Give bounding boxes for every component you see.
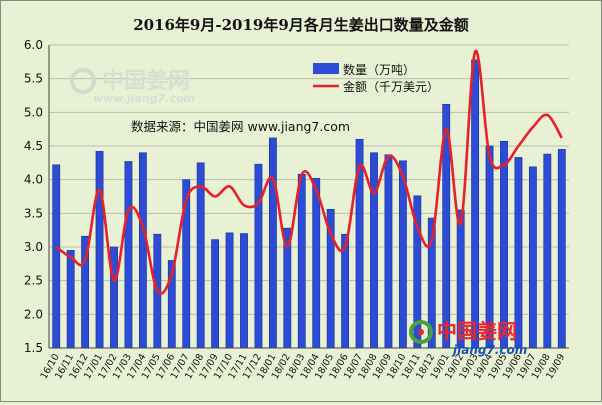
y-tick-label: 5.5 <box>24 72 43 86</box>
gridlines <box>49 44 569 315</box>
watermark-url: www.jiang7.com <box>93 92 195 105</box>
bar <box>312 178 321 349</box>
bar <box>52 164 61 349</box>
bar <box>95 151 104 349</box>
bar <box>240 233 248 349</box>
bar <box>557 149 566 349</box>
bar <box>138 152 147 349</box>
y-tick-label: 3.5 <box>24 206 43 220</box>
bar <box>124 161 133 349</box>
amount-line <box>55 49 563 295</box>
line-series <box>55 49 563 295</box>
bar <box>370 152 378 349</box>
legend-label-quantity: 数量（万吨） <box>343 62 415 77</box>
bar <box>485 145 494 349</box>
y-tick-label: 4.0 <box>24 173 43 187</box>
axes <box>48 45 569 349</box>
logo-url: jiang7.com <box>451 343 527 357</box>
bar <box>225 232 234 349</box>
chart-title: 2016年9月-2019年9月各月生姜出口数量及金额 <box>133 16 469 34</box>
bar <box>471 59 480 349</box>
y-tick-labels: 1.5 2.0 2.5 3.0 3.5 4.0 4.5 5.0 5.5 6.0 <box>24 38 43 355</box>
bar <box>398 160 407 349</box>
watermark: 中国姜网 www.jiang7.com <box>70 68 195 105</box>
y-tick-label: 6.0 <box>24 38 43 52</box>
bar <box>196 162 205 349</box>
legend: 数量（万吨） 金额（千万美元） <box>313 62 439 94</box>
legend-swatch-bar <box>313 63 339 74</box>
y-tick-label: 1.5 <box>24 341 43 355</box>
y-tick-label: 2.0 <box>24 307 43 321</box>
watermark-text: 中国姜网 <box>102 68 190 94</box>
y-tick-label: 3.0 <box>24 240 43 254</box>
bar <box>543 153 552 349</box>
bar <box>211 239 220 349</box>
data-source-note: 数据来源：中国姜网 www.jiang7.com <box>131 119 350 134</box>
y-tick-label: 2.5 <box>24 274 43 288</box>
ginger-logo-icon <box>409 320 433 344</box>
bar <box>254 163 263 349</box>
bar <box>528 166 537 349</box>
y-tick-label: 4.5 <box>24 139 43 153</box>
bar <box>110 246 118 349</box>
y-tick-label: 5.0 <box>24 105 43 119</box>
logo-text: 中国姜网 <box>437 319 517 343</box>
bar <box>297 173 306 349</box>
watermark-logo-icon <box>70 68 96 94</box>
bar <box>66 250 75 349</box>
brand-logo: 中国姜网 jiang7.com <box>409 319 527 357</box>
bar <box>268 137 277 349</box>
bar <box>500 140 508 349</box>
bar-series <box>52 59 566 349</box>
bar <box>384 154 393 349</box>
legend-label-amount: 金额（千万美元） <box>343 79 439 94</box>
x-tick-labels: 16/1016/1116/1217/0117/0217/0317/0417/05… <box>39 352 568 381</box>
